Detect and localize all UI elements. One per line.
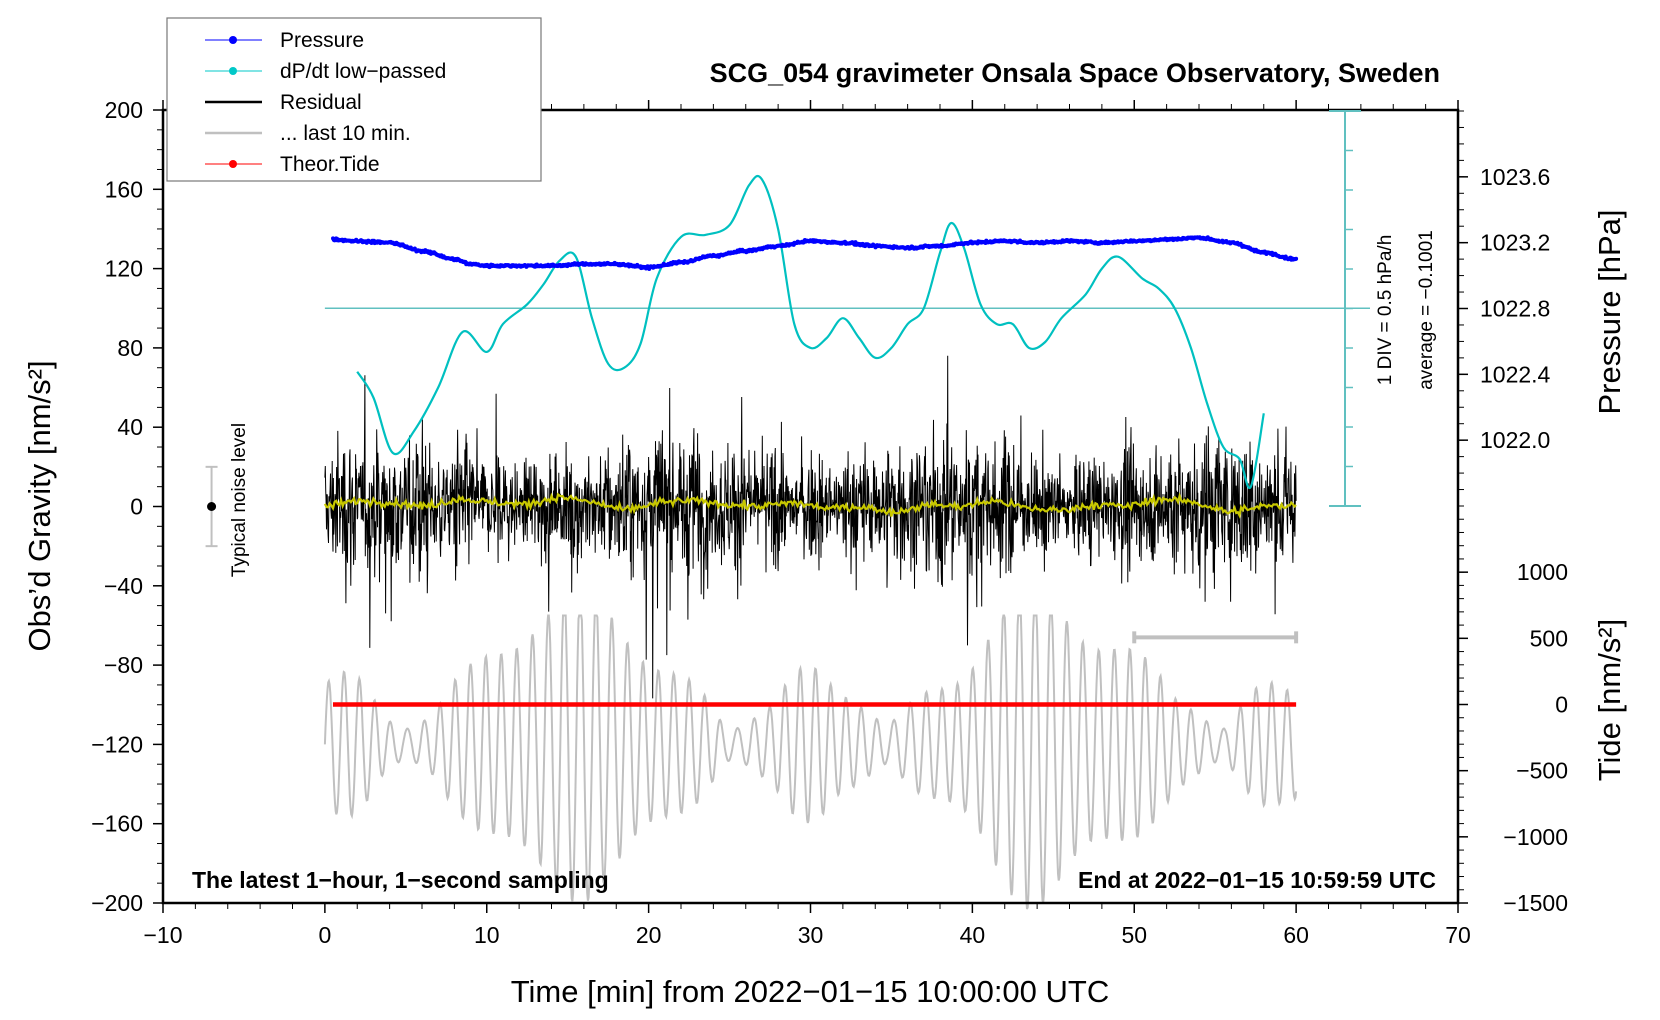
legend-label: ... last 10 min.: [280, 122, 411, 145]
pressure-series: [331, 235, 1299, 271]
y-tick-label: 160: [105, 176, 143, 202]
x-tick-label: 40: [960, 922, 986, 948]
pressure-tick-label: 1022.4: [1480, 361, 1551, 387]
legend-label: Pressure: [280, 29, 364, 52]
last-10-min-trace: [323, 614, 1298, 910]
scale-bar-average: average = −0.1001: [1416, 230, 1437, 390]
pressure-point: [1294, 256, 1299, 261]
legend-swatch-dot: [229, 67, 237, 75]
y-tick-label: −200: [91, 890, 143, 916]
y-axis-title-pressure: Pressure [hPa]: [1592, 209, 1627, 414]
y-tick-label: 200: [105, 97, 143, 123]
y-tick-label: 120: [105, 256, 143, 282]
axes-layer: −10 0 10 20 30 40 50 60 70 200 160 120 80 40 0 −40 −80 −1…: [91, 97, 1568, 948]
legend-label: Residual: [280, 91, 362, 114]
tide-tick-label: 0: [1555, 692, 1568, 718]
y-axis-title-left: Obs’d Gravity [nm/s²]: [22, 360, 57, 651]
y-tick-label: 40: [117, 414, 143, 440]
scale-bar-label: 1 DIV = 0.5 hPa/h: [1375, 235, 1396, 386]
tide-tick-label: −1500: [1503, 890, 1568, 916]
series-layer: [205, 174, 1370, 910]
chart-title: SCG_054 gravimeter Onsala Space Observat…: [710, 58, 1440, 88]
x-tick-label: 10: [474, 922, 500, 948]
pressure-tick-label: 1023.6: [1480, 164, 1550, 190]
y-tick-label: −40: [104, 573, 143, 599]
x-tick-label: 30: [798, 922, 824, 948]
y-axis-title-tide: Tide [nm/s²]: [1592, 619, 1627, 782]
tide-tick-label: −1000: [1503, 824, 1568, 850]
tide-tick-label: 1000: [1517, 559, 1568, 585]
x-tick-label: 50: [1121, 922, 1147, 948]
legend-label: dP/dt low−passed: [280, 60, 446, 83]
annotation-bottom-left: The latest 1−hour, 1−second sampling: [192, 867, 609, 893]
tide-tick-label: −500: [1516, 758, 1568, 784]
dpdt-curve: [356, 174, 1265, 490]
tide-tick-label: 500: [1530, 625, 1568, 651]
y-tick-label: 80: [117, 335, 143, 361]
residual-running-mean: [323, 492, 1297, 519]
y-tick-label: −160: [91, 811, 143, 837]
y-tick-label: −80: [104, 652, 143, 678]
noise-level-label: Typical noise level: [229, 423, 250, 577]
y-tick-label: −120: [91, 731, 143, 757]
x-tick-label: 0: [318, 922, 331, 948]
legend-label: Theor.Tide: [280, 153, 380, 176]
x-tick-label: 70: [1445, 922, 1471, 948]
legend-box: [166, 17, 542, 182]
legend-swatch-dot: [229, 160, 237, 168]
x-tick-label: 60: [1283, 922, 1309, 948]
pressure-tick-label: 1022.8: [1480, 296, 1550, 322]
y-tick-label: 0: [130, 494, 143, 520]
x-tick-label: 20: [636, 922, 662, 948]
pressure-tick-label: 1022.0: [1480, 427, 1550, 453]
noise-center-dot: [207, 502, 217, 511]
pressure-tick-label: 1023.2: [1480, 230, 1550, 256]
x-axis-title: Time [min] from 2022−01−15 10:00:00 UTC: [511, 974, 1110, 1009]
annotation-bottom-right: End at 2022−01−15 10:59:59 UTC: [1078, 867, 1436, 893]
legend: Pressure dP/dt low−passed Residual ... last…: [166, 17, 542, 182]
legend-swatch-dot: [229, 36, 237, 44]
residual-trace: [324, 355, 1297, 699]
legend-entries: Pressure dP/dt low−passed Residual ... last…: [205, 29, 446, 176]
x-tick-label: −10: [143, 922, 182, 948]
